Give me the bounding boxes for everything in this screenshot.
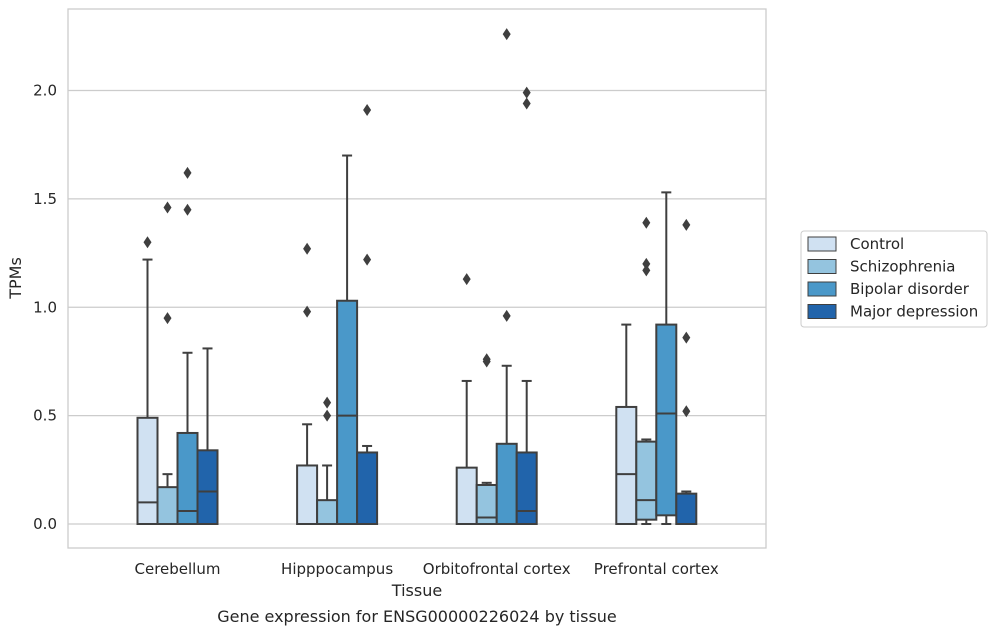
- outlier-point: [462, 273, 471, 286]
- box: [455, 466, 478, 525]
- x-tick-label: Orbitofrontal cortex: [423, 560, 571, 578]
- legend-label: Schizophrenia: [850, 258, 955, 276]
- outlier-point: [502, 309, 511, 322]
- legend-item: Control: [807, 235, 904, 253]
- box-plot: [176, 166, 199, 525]
- legend-item: Bipolar disorder: [807, 280, 970, 298]
- outlier-point: [183, 166, 192, 179]
- y-tick-label: 1.5: [33, 190, 57, 208]
- box-plot: [455, 273, 478, 525]
- x-tick-label: Hipppocampus: [281, 560, 393, 578]
- box-plot: [296, 242, 319, 526]
- legend-item: Major depression: [807, 303, 978, 321]
- box: [296, 464, 319, 526]
- box-plot: [475, 353, 498, 525]
- outlier-point: [303, 305, 312, 318]
- legend: Control Schizophrenia Bipolar disorder Majo…: [800, 230, 988, 328]
- box-plot: [635, 216, 658, 525]
- outlier-point: [502, 28, 511, 41]
- box-plot: [156, 201, 179, 525]
- x-axis-label: Tissue: [391, 581, 442, 600]
- legend-label: Major depression: [850, 303, 978, 321]
- box-plot: [356, 104, 379, 525]
- box-plot: [675, 218, 698, 525]
- outlier-point: [682, 331, 691, 344]
- box: [675, 492, 698, 525]
- legend-label: Control: [850, 235, 904, 253]
- outlier-point: [323, 396, 332, 409]
- box: [316, 499, 339, 526]
- box: [635, 440, 658, 521]
- box-plot: [196, 347, 219, 525]
- outlier-point: [642, 257, 651, 270]
- box: [196, 449, 219, 525]
- outlier-point: [522, 97, 531, 110]
- x-tick-label: Prefrontal cortex: [594, 560, 719, 578]
- outlier-point: [183, 203, 192, 216]
- y-tick-label: 1.0: [33, 298, 57, 316]
- box: [336, 299, 359, 525]
- x-tick-labels: Cerebellum Hipppocampus Orbitofrontal cort…: [135, 560, 719, 578]
- box: [615, 405, 638, 525]
- box-plot: [136, 236, 159, 526]
- legend-swatch: [807, 304, 837, 319]
- outlier-point: [163, 201, 172, 214]
- box: [515, 451, 538, 525]
- y-axis-label: TPMs: [6, 257, 25, 300]
- outlier-point: [323, 409, 332, 422]
- legend-item: Schizophrenia: [807, 258, 955, 276]
- legend-swatch: [807, 281, 837, 297]
- outlier-point: [363, 253, 372, 266]
- legend-frame: [800, 230, 988, 328]
- outlier-point: [143, 236, 152, 249]
- outlier-point: [303, 242, 312, 255]
- box-plot: [615, 323, 638, 525]
- outlier-point: [163, 312, 172, 325]
- outlier-point: [642, 216, 651, 229]
- outlier-point: [682, 405, 691, 418]
- box: [156, 486, 179, 525]
- y-tick-label: 0.5: [33, 407, 57, 425]
- box: [356, 451, 379, 525]
- outlier-point: [363, 104, 372, 117]
- box-plot: [336, 154, 359, 525]
- chart-caption: Gene expression for ENSG00000226024 by t…: [217, 607, 617, 626]
- boxes: [136, 28, 698, 526]
- legend-swatch: [807, 259, 837, 274]
- box: [136, 416, 159, 526]
- box-plot: [655, 191, 678, 525]
- plot-frame: [67, 8, 767, 549]
- box-plot: [495, 28, 518, 525]
- outlier-point: [522, 86, 531, 99]
- outlier-point: [682, 218, 691, 231]
- box-plot: [515, 86, 538, 525]
- box: [495, 442, 518, 525]
- y-tick-label: 0.0: [33, 515, 57, 533]
- y-tick-labels: 0.0 0.5 1.0 1.5 2.0: [33, 82, 57, 534]
- box-plot: [316, 396, 339, 526]
- x-tick-label: Cerebellum: [135, 560, 221, 578]
- y-tick-label: 2.0: [33, 82, 57, 100]
- outlier-point: [642, 264, 651, 277]
- legend-label: Bipolar disorder: [850, 280, 970, 298]
- box: [655, 323, 678, 517]
- legend-swatch: [807, 236, 837, 252]
- outlier-point: [482, 353, 491, 366]
